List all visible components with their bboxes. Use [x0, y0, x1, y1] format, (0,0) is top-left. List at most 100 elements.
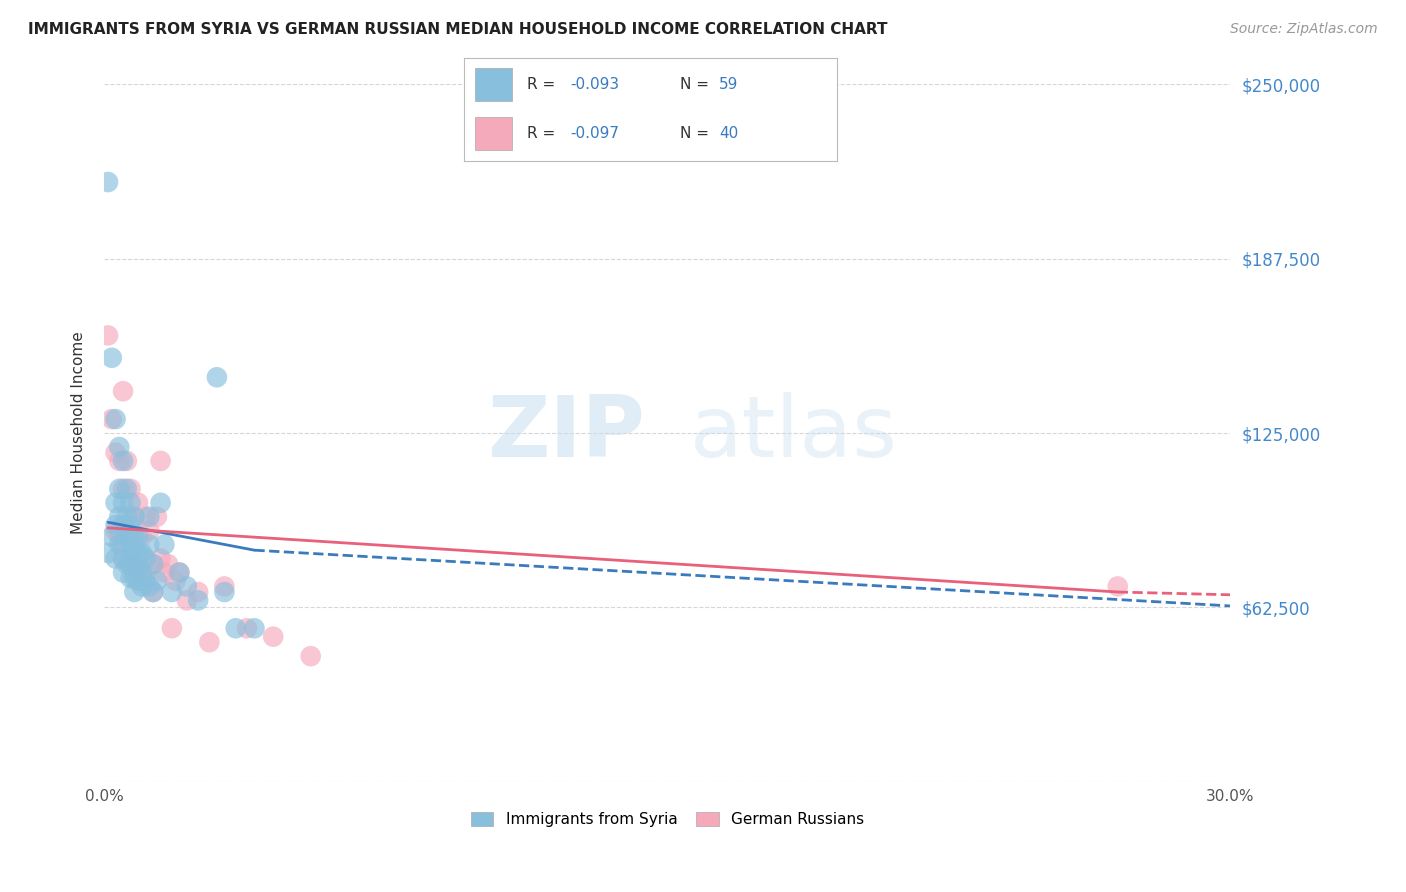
Point	[124, 509, 146, 524]
Point	[157, 557, 180, 571]
Text: N =: N =	[681, 127, 714, 142]
Point	[97, 328, 120, 343]
Point	[120, 496, 142, 510]
Point	[124, 566, 146, 580]
Text: 59: 59	[720, 77, 738, 92]
Point	[165, 574, 187, 588]
Point	[127, 546, 149, 560]
Point	[124, 557, 146, 571]
Point	[127, 560, 149, 574]
Point	[142, 557, 165, 571]
Point	[1107, 579, 1129, 593]
Point	[149, 551, 172, 566]
Point	[104, 412, 127, 426]
Point	[153, 566, 176, 580]
Point	[124, 585, 146, 599]
Point	[127, 557, 149, 571]
Point	[262, 630, 284, 644]
Point	[187, 593, 209, 607]
Point	[149, 496, 172, 510]
Text: 40: 40	[720, 127, 738, 142]
Point	[131, 579, 153, 593]
Point	[124, 529, 146, 543]
Point	[160, 621, 183, 635]
Point	[120, 482, 142, 496]
Point	[138, 579, 160, 593]
Point	[214, 585, 236, 599]
Point	[104, 518, 127, 533]
Point	[104, 524, 127, 538]
Point	[135, 509, 157, 524]
Point	[135, 566, 157, 580]
Point	[120, 557, 142, 571]
Text: N =: N =	[681, 77, 714, 92]
Point	[299, 649, 322, 664]
Point	[124, 571, 146, 585]
Point	[97, 546, 120, 560]
Point	[243, 621, 266, 635]
Point	[120, 546, 142, 560]
Point	[169, 566, 191, 580]
Point	[120, 518, 142, 533]
Point	[97, 175, 120, 189]
Text: -0.097: -0.097	[571, 127, 619, 142]
Point	[120, 571, 142, 585]
Point	[205, 370, 228, 384]
Point	[112, 482, 135, 496]
Point	[127, 496, 149, 510]
Point	[124, 543, 146, 558]
Point	[115, 557, 138, 571]
Point	[142, 557, 165, 571]
Point	[138, 524, 160, 538]
Point	[160, 585, 183, 599]
Point	[108, 454, 131, 468]
Point	[236, 621, 259, 635]
Text: Source: ZipAtlas.com: Source: ZipAtlas.com	[1230, 22, 1378, 37]
Point	[115, 454, 138, 468]
Point	[108, 440, 131, 454]
Point	[187, 585, 209, 599]
Point	[112, 551, 135, 566]
Text: R =: R =	[527, 77, 561, 92]
Point	[176, 579, 198, 593]
Text: IMMIGRANTS FROM SYRIA VS GERMAN RUSSIAN MEDIAN HOUSEHOLD INCOME CORRELATION CHAR: IMMIGRANTS FROM SYRIA VS GERMAN RUSSIAN …	[28, 22, 887, 37]
Point	[112, 496, 135, 510]
Point	[112, 384, 135, 399]
Point	[112, 518, 135, 533]
Text: atlas: atlas	[690, 392, 898, 475]
Point	[225, 621, 247, 635]
Point	[104, 445, 127, 459]
Point	[142, 585, 165, 599]
Point	[127, 574, 149, 588]
Text: R =: R =	[527, 127, 561, 142]
Point	[112, 454, 135, 468]
Point	[214, 579, 236, 593]
Point	[115, 509, 138, 524]
FancyBboxPatch shape	[475, 69, 512, 101]
Point	[198, 635, 221, 649]
Point	[146, 574, 169, 588]
Point	[176, 593, 198, 607]
Point	[120, 557, 142, 571]
Point	[169, 566, 191, 580]
Point	[112, 551, 135, 566]
Point	[149, 454, 172, 468]
Legend: Immigrants from Syria, German Russians: Immigrants from Syria, German Russians	[464, 805, 870, 833]
Point	[124, 509, 146, 524]
Point	[135, 574, 157, 588]
Point	[142, 585, 165, 599]
Point	[115, 482, 138, 496]
Point	[131, 546, 153, 560]
Point	[108, 482, 131, 496]
Point	[115, 538, 138, 552]
Text: ZIP: ZIP	[486, 392, 645, 475]
Point	[131, 529, 153, 543]
Point	[115, 529, 138, 543]
Y-axis label: Median Household Income: Median Household Income	[72, 332, 86, 534]
Point	[104, 496, 127, 510]
Point	[101, 529, 124, 543]
Text: -0.093: -0.093	[571, 77, 619, 92]
Point	[153, 538, 176, 552]
Point	[138, 509, 160, 524]
Point	[127, 529, 149, 543]
